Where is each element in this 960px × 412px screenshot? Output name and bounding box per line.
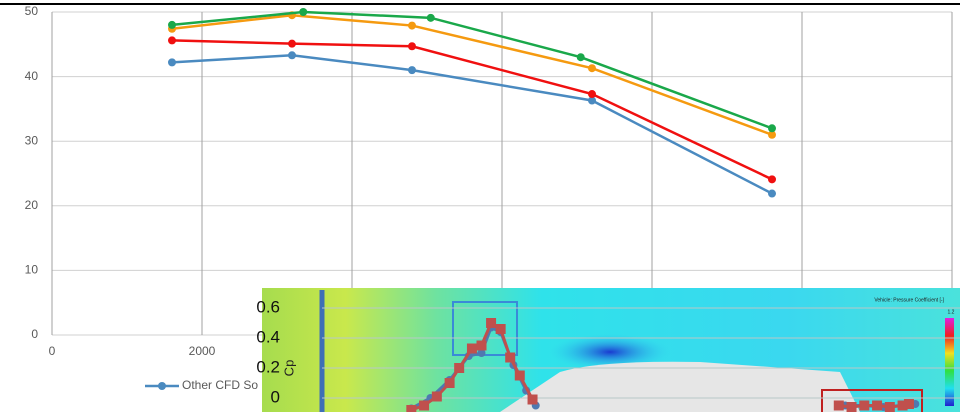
series-line <box>172 40 772 179</box>
y-tick-label: 0 <box>31 327 38 341</box>
cfd-overlay: 0 0.2 0.4 0.6 Cp Vehicle: Pressure Coefficien… <box>256 288 960 412</box>
marker <box>168 36 176 44</box>
marker <box>528 395 538 405</box>
colorbar-title: Vehicle: Pressure Coefficient [-] <box>874 297 944 303</box>
marker <box>505 353 515 363</box>
colorbar-max: 1.2 <box>948 309 955 315</box>
marker <box>408 22 416 30</box>
x-tick-label: 2000 <box>189 344 216 358</box>
marker <box>408 42 416 50</box>
legend-marker <box>158 382 166 390</box>
y-tick-label: 0.2 <box>256 357 280 376</box>
series-line <box>172 12 772 128</box>
marker <box>904 399 914 409</box>
y-tick-label: 40 <box>25 69 39 83</box>
marker <box>432 392 442 402</box>
marker <box>408 66 416 74</box>
marker <box>885 402 895 412</box>
marker <box>168 21 176 29</box>
marker <box>486 318 496 328</box>
marker <box>477 341 487 351</box>
marker <box>467 344 477 354</box>
marker <box>288 40 296 48</box>
marker <box>445 378 455 388</box>
y-tick-label: 50 <box>25 4 39 18</box>
chart: 01020304050020004000600080001000012000Ot… <box>0 0 960 412</box>
marker <box>515 371 525 381</box>
marker <box>847 402 857 412</box>
y-tick-label: 0.6 <box>256 297 280 316</box>
y-tick-label: 20 <box>25 198 39 212</box>
marker <box>577 53 585 61</box>
marker <box>588 64 596 72</box>
y-tick-label: 30 <box>25 133 39 147</box>
y-tick-label: 10 <box>25 263 39 277</box>
marker <box>872 401 882 411</box>
marker <box>768 190 776 198</box>
marker <box>859 401 869 411</box>
marker <box>588 90 596 98</box>
marker <box>288 51 296 59</box>
y-tick-label: 0 <box>271 387 280 406</box>
marker <box>299 8 307 16</box>
marker <box>496 324 506 334</box>
marker <box>768 175 776 183</box>
marker <box>427 14 435 22</box>
marker <box>406 405 416 412</box>
marker <box>768 124 776 132</box>
series-line <box>172 15 772 135</box>
series-line <box>172 55 772 193</box>
y-tick-label: 0.4 <box>256 327 280 346</box>
x-tick-label: 0 <box>49 344 56 358</box>
marker <box>419 401 429 411</box>
colorbar <box>945 318 954 406</box>
y-axis-label: Cp <box>281 360 296 377</box>
legend-label: Other CFD So <box>182 378 258 392</box>
marker <box>454 363 464 373</box>
marker <box>168 58 176 66</box>
marker <box>834 401 844 411</box>
